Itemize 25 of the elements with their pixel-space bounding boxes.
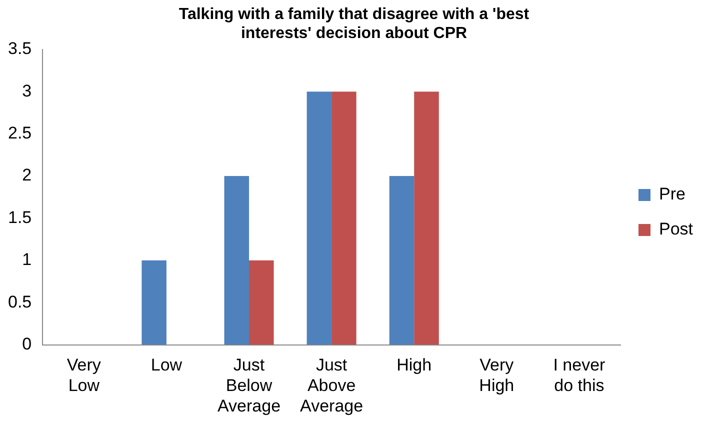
bar <box>389 176 414 345</box>
x-tick-label: High <box>396 356 432 375</box>
bar <box>249 260 274 345</box>
bar <box>414 92 439 345</box>
bar <box>142 260 166 345</box>
x-tick-label: Very Low <box>66 356 102 396</box>
y-tick-label: 2.5 <box>8 123 32 142</box>
chart-title: Talking with a family that disagree with a 'best interests' decision about CPR <box>178 6 530 42</box>
y-tick-label: 2 <box>22 166 32 185</box>
bar <box>224 176 250 345</box>
legend-label: Post <box>658 220 694 239</box>
x-tick-label: I never do this <box>553 356 606 396</box>
x-tick-label: Just Below Average <box>218 356 281 416</box>
x-tick-label: Low <box>150 356 183 375</box>
y-tick-label: 3.5 <box>8 39 32 58</box>
y-tick-label: 3 <box>22 81 32 100</box>
x-tick-label: Very High <box>479 356 514 396</box>
y-tick-label: 0 <box>22 334 32 354</box>
y-tick-label: 1.5 <box>8 208 32 227</box>
legend-label: Pre <box>658 184 686 204</box>
bar <box>306 92 332 345</box>
y-tick-label: 0.5 <box>8 292 32 312</box>
bar <box>332 92 356 345</box>
x-tick-label: Just Above Average <box>300 356 364 416</box>
y-tick-label: 1 <box>22 250 32 270</box>
